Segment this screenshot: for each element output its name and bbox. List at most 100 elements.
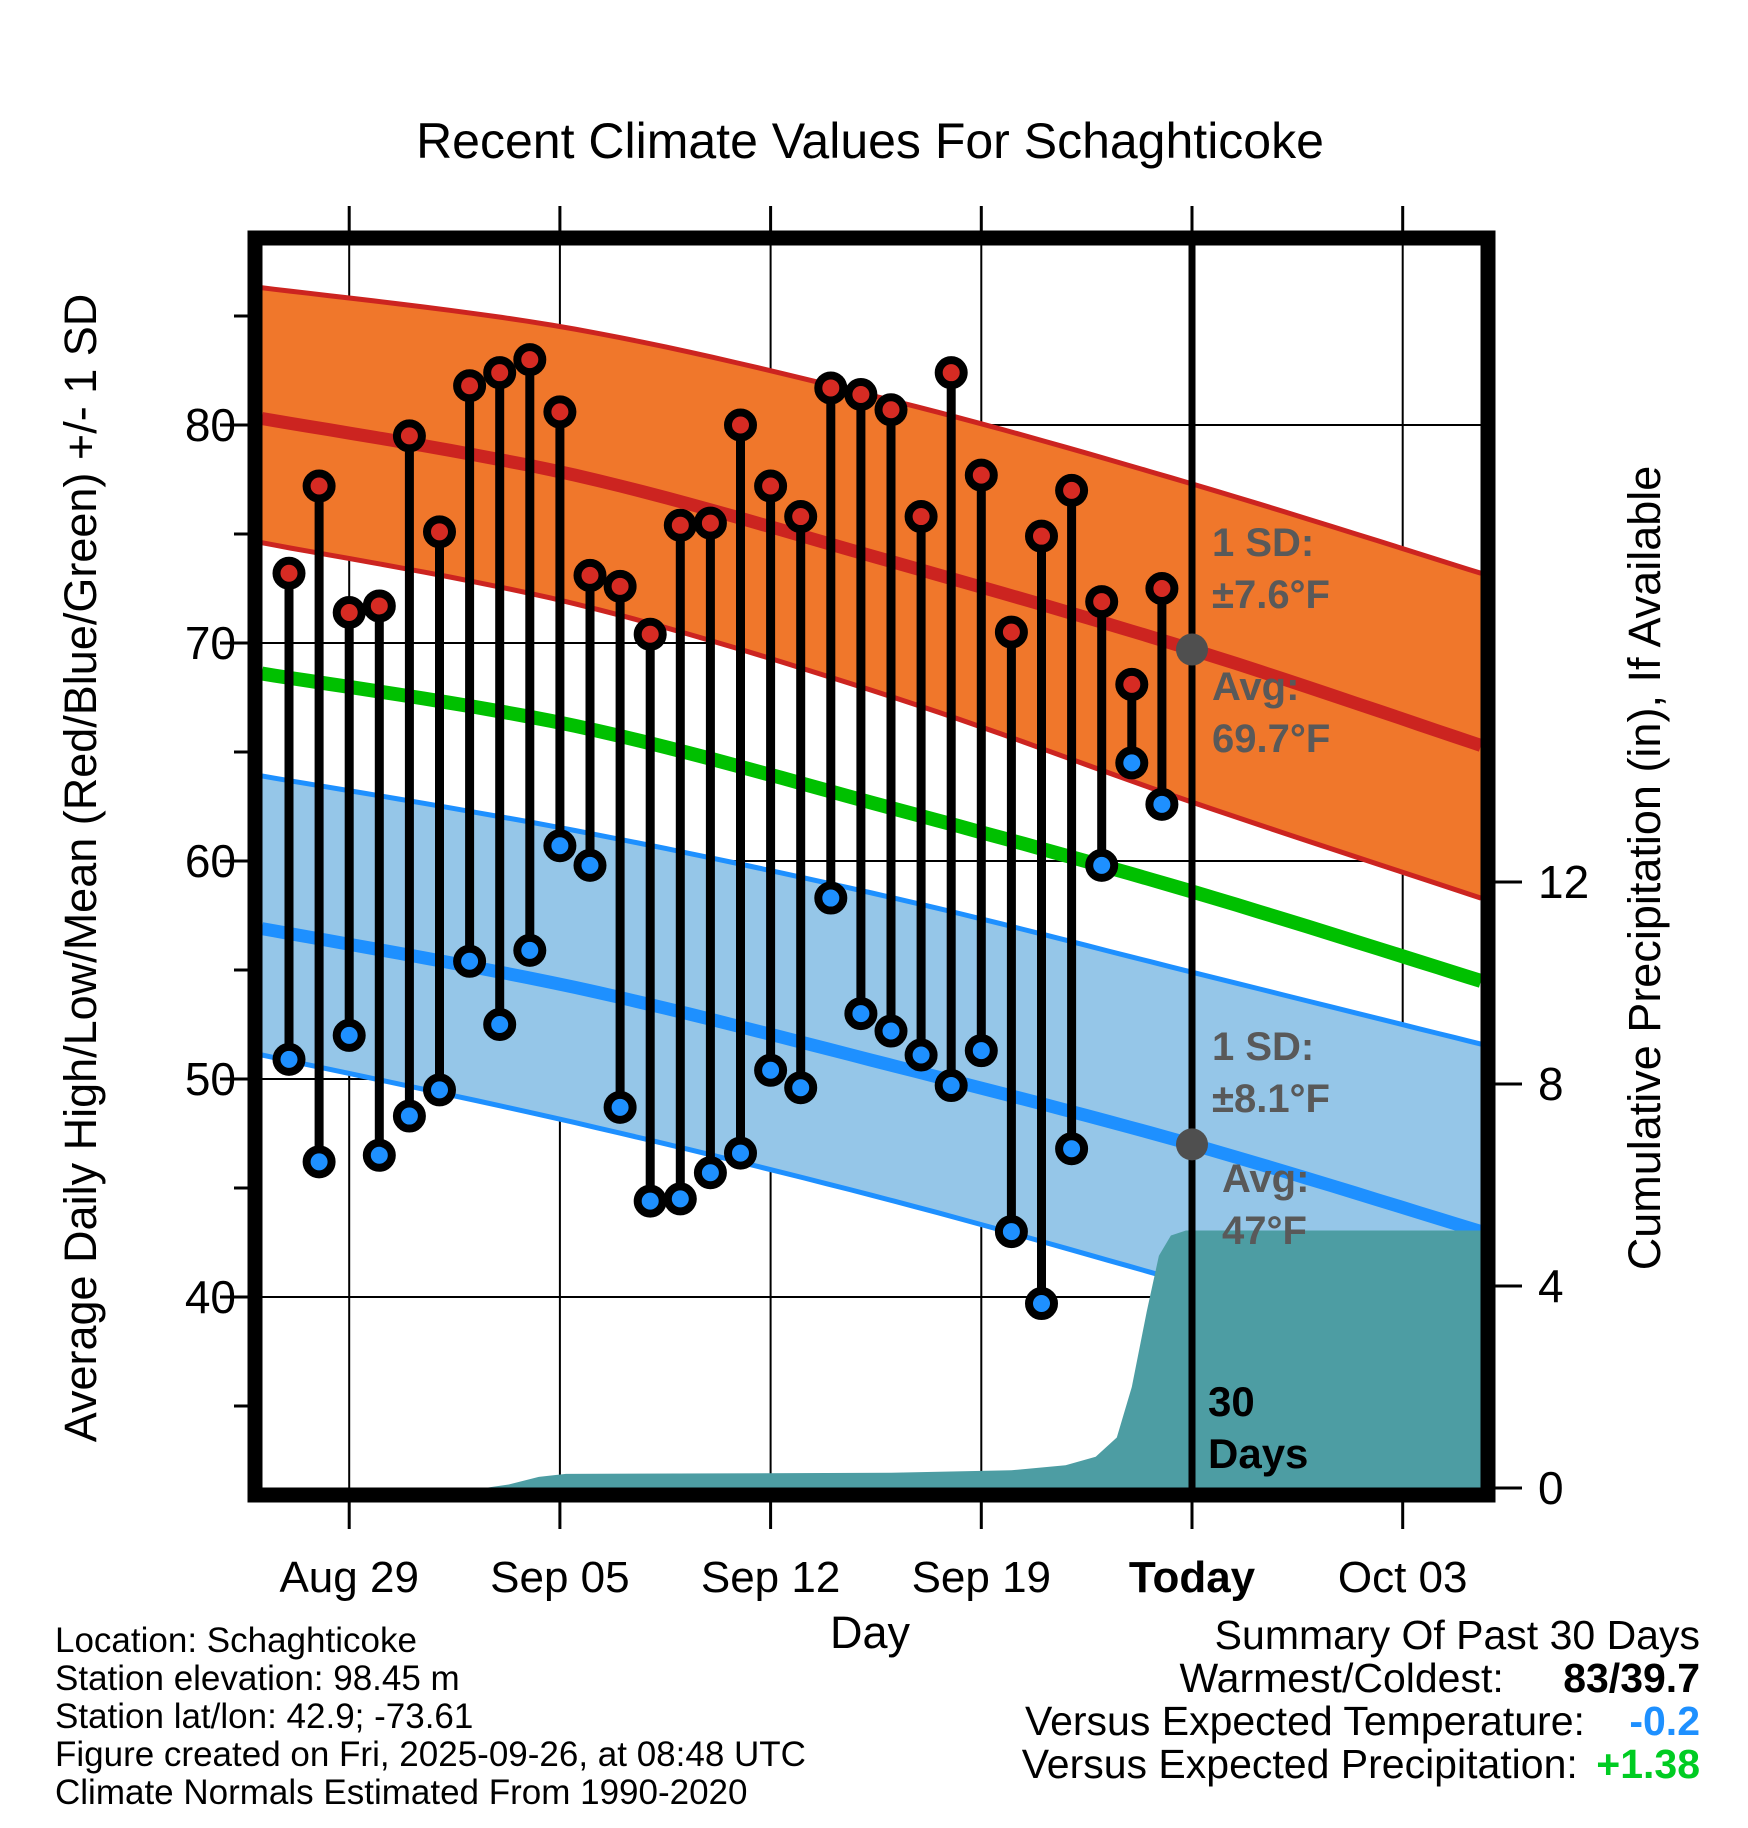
daily-high-dot (302, 469, 336, 503)
high-avg-annotation-line1: Avg: (1212, 665, 1299, 709)
day-stem (994, 615, 1028, 1249)
daily-high-dot (1115, 667, 1149, 701)
day-stem (633, 617, 667, 1218)
daily-high-dot (693, 506, 727, 540)
plot-border (247, 230, 1496, 1503)
footer-location: Location: Schaghticoke (55, 1621, 417, 1660)
high-sd-annotation-line1: 1 SD: (1212, 521, 1314, 565)
daily-high-dot (814, 371, 848, 405)
daily-low-dot (693, 1156, 727, 1190)
daily-low-dot (964, 1034, 998, 1068)
daily-low-dot (483, 1008, 517, 1041)
low-avg-annotation-line1: Avg: (1222, 1157, 1309, 1201)
x-tick-label: Aug 29 (279, 1553, 418, 1602)
footer-normals: Climate Normals Estimated From 1990-2020 (55, 1773, 747, 1812)
low-sd-annotation-line2: ±8.1°F (1212, 1077, 1330, 1121)
day-stem (693, 506, 727, 1190)
day-stem (302, 469, 336, 1179)
daily-low-dot (302, 1145, 336, 1179)
chart-title: Recent Climate Values For Schaghticoke (416, 113, 1324, 169)
day-stem (1115, 667, 1149, 780)
day-stem (1085, 585, 1119, 882)
daily-low-dot (603, 1090, 637, 1124)
daily-low-dot (543, 829, 577, 863)
x-tick-label: Sep 12 (701, 1553, 840, 1602)
right-tick-label: 4 (1538, 1260, 1564, 1312)
left-tick-label: 70 (185, 617, 236, 669)
day-stem (1025, 519, 1058, 1321)
cumulative-precip-area (262, 1230, 1481, 1488)
day-stem (724, 408, 757, 1170)
x-axis-label: Day (830, 1607, 911, 1658)
daily-high-dot (332, 595, 366, 629)
day-stem (483, 356, 517, 1041)
left-tick-label: 80 (185, 399, 236, 451)
climatology-bands (262, 285, 1481, 1368)
daily-high-dot (1025, 519, 1058, 553)
x-tick-label: Today (1129, 1553, 1256, 1602)
high-sd-annotation-line2: ±7.6°F (1212, 573, 1330, 617)
day-stem (392, 419, 426, 1133)
low-sd-annotation-line1: 1 SD: (1212, 1025, 1314, 1069)
daily-low-dot (513, 933, 547, 967)
day-stem (543, 395, 577, 863)
day-stem (603, 569, 637, 1124)
day-stem (513, 343, 547, 967)
left-axis-label: Average Daily High/Low/Mean (Red/Blue/Gr… (55, 294, 106, 1442)
daily-low-dot (272, 1042, 306, 1076)
day-stem (934, 356, 968, 1103)
left-tick-label: 40 (185, 1271, 236, 1323)
daily-high-dot (724, 408, 757, 442)
day-stem (423, 515, 456, 1107)
daily-high-dot (362, 589, 396, 623)
right-tick-label: 8 (1538, 1058, 1564, 1110)
daily-high-low-stems (272, 343, 1179, 1321)
daily-high-dot (513, 343, 547, 377)
daily-low-dot (423, 1073, 456, 1107)
daily-high-dot (784, 500, 818, 534)
daily-high-dot (1145, 572, 1179, 605)
daily-low-dot (633, 1184, 667, 1218)
summary-row-vs-temperature: Versus Expected Temperature: -0.2 (1025, 1698, 1700, 1744)
low-average-marker-dot (1176, 1128, 1208, 1161)
daily-high-dot (633, 617, 667, 651)
daily-high-dot (844, 377, 878, 411)
daily-low-dot (362, 1138, 396, 1172)
period-annotation-line2: Days (1208, 1430, 1308, 1477)
daily-high-dot (1085, 585, 1119, 619)
day-stem (272, 556, 306, 1076)
daily-low-dot (724, 1136, 757, 1170)
footer-created: Figure created on Fri, 2025-09-26, at 08… (55, 1735, 806, 1774)
low-band-fill (262, 776, 1481, 1365)
daily-high-dot (543, 395, 577, 429)
x-tick-label: Oct 03 (1338, 1553, 1468, 1602)
daily-high-dot (663, 508, 697, 542)
high-band-fill (262, 287, 1481, 899)
right-axis-label: Cumulative Precipitation (in), If Availa… (1619, 466, 1670, 1271)
daily-high-dot (483, 356, 517, 390)
summary-row-vs-precipitation: Versus Expected Precipitation: +1.38 (1022, 1741, 1700, 1787)
footer-elevation: Station elevation: 98.45 m (55, 1659, 460, 1698)
footer-block: Location: Schaghticoke Station elevation… (55, 1621, 806, 1812)
x-tick-label: Sep 19 (912, 1553, 1051, 1602)
daily-low-dot (754, 1053, 788, 1087)
day-stem (332, 595, 366, 1052)
daily-low-dot (994, 1215, 1028, 1249)
daily-high-dot (272, 556, 306, 590)
period-annotation-line1: 30 (1208, 1378, 1255, 1425)
daily-high-dot (573, 558, 607, 592)
day-stem (784, 500, 818, 1105)
daily-high-dot (453, 369, 487, 403)
daily-low-dot (1055, 1132, 1089, 1166)
daily-high-dot (964, 458, 998, 492)
low-avg-annotation-line2: 47°F (1222, 1209, 1307, 1253)
daily-low-dot (453, 944, 487, 978)
x-tick-label: Sep 05 (490, 1553, 629, 1602)
daily-low-dot (1145, 787, 1179, 821)
daily-high-dot (874, 393, 908, 427)
day-stem (573, 558, 607, 882)
daily-low-dot (573, 848, 607, 882)
summary-title: Summary Of Past 30 Days (1215, 1612, 1700, 1658)
day-stem (362, 589, 396, 1172)
